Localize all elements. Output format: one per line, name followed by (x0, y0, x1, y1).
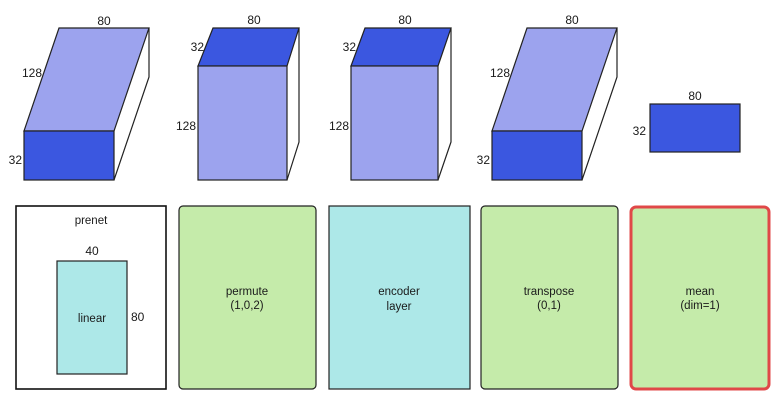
tensor-input-side-dim: 128 (22, 66, 42, 80)
encoder-label-line2: layer (387, 301, 412, 313)
transpose-args: (0,1) (537, 300, 561, 312)
tensor-pooled-side-dim: 32 (633, 124, 647, 138)
tensor-permuted-front-face (197, 65, 288, 181)
tensor-pooled: 80 32 (633, 89, 741, 153)
op-mean: mean (dim=1) (629, 205, 771, 391)
tensor-transposed-top-dim: 80 (565, 13, 579, 27)
tensor-encoded: 80 32 128 (329, 13, 452, 181)
tensor-encoded-hidden-edges (437, 28, 452, 181)
tensor-permuted-top-face (197, 27, 300, 67)
tensor-pooled-top-dim: 80 (688, 89, 702, 103)
linear-top-dim: 40 (85, 244, 99, 258)
tensor-permuted-top-dim: 80 (247, 13, 261, 27)
tensor-transposed-side-dim: 128 (490, 66, 510, 80)
encoder-box (328, 205, 471, 390)
op-permute: permute (1,0,2) (178, 205, 317, 390)
tensor-input-top-face (23, 27, 150, 132)
mean-box (629, 205, 771, 391)
tensor-permuted-front-dim: 128 (176, 119, 196, 133)
tensor-input-hidden-edges (113, 28, 150, 181)
prenet-title: prenet (75, 215, 108, 227)
linear-right-dim: 80 (131, 310, 145, 324)
tensor-input-front-dim: 32 (9, 153, 23, 167)
tensor-permuted-side-dim: 32 (191, 40, 205, 54)
tensor-transposed-front-face (491, 130, 583, 181)
tensor-pooled-face (649, 103, 741, 153)
tensor-input: 80 128 32 (9, 14, 150, 181)
op-encoder-layer: encoder layer (328, 205, 471, 390)
tensor-input-top-dim: 80 (97, 14, 111, 28)
tensor-transposed-top-face (491, 27, 618, 132)
transpose-box (480, 205, 619, 390)
op-prenet: prenet linear 40 80 (15, 205, 167, 390)
tensor-transposed: 80 128 32 (477, 13, 618, 181)
transpose-label: transpose (524, 286, 575, 298)
mean-args: (dim=1) (680, 300, 719, 312)
tensor-encoded-side-dim: 32 (343, 40, 357, 54)
tensor-encoded-front-dim: 128 (329, 119, 349, 133)
tensor-permuted: 80 32 128 (176, 13, 300, 181)
tensor-encoded-top-face (350, 27, 452, 67)
tensor-input-front-face (23, 130, 115, 181)
tensor-transposed-hidden-edges (581, 28, 618, 181)
linear-box (56, 260, 128, 375)
tensor-permuted-hidden-edges (286, 28, 300, 181)
permute-label: permute (226, 286, 268, 298)
permute-box (178, 205, 317, 390)
tensor-encoded-top-dim: 80 (398, 13, 412, 27)
op-transpose: transpose (0,1) (480, 205, 619, 390)
linear-label: linear (78, 313, 106, 325)
mean-label: mean (686, 286, 715, 298)
tensor-transposed-front-dim: 32 (477, 153, 491, 167)
encoder-label-line1: encoder (378, 286, 420, 298)
tensor-encoded-front-face (350, 65, 439, 181)
permute-args: (1,0,2) (230, 300, 263, 312)
